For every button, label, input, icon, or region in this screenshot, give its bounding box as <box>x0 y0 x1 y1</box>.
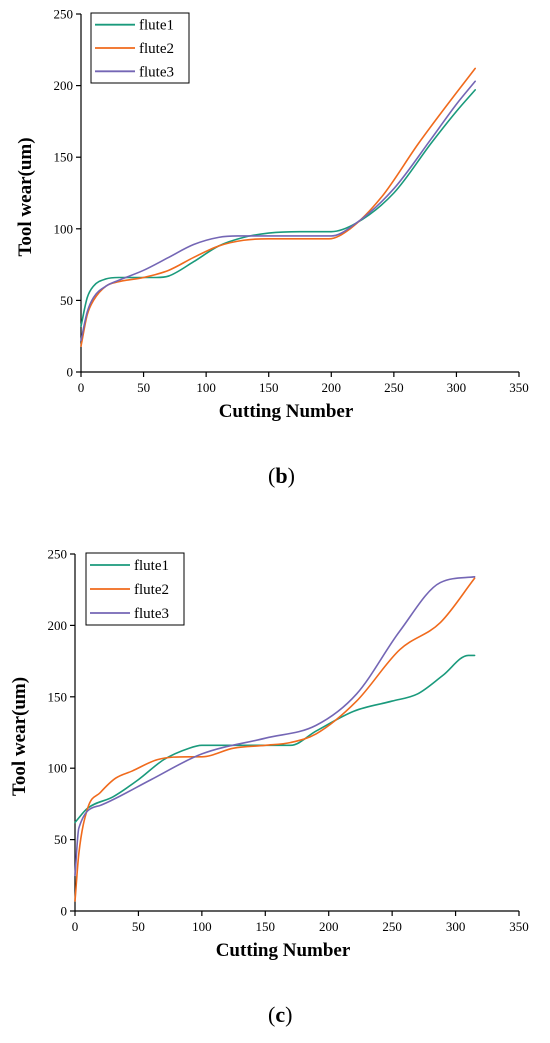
y-tick-label: 200 <box>48 618 68 633</box>
x-tick-label: 0 <box>72 919 79 934</box>
x-tick-label: 300 <box>447 380 467 395</box>
x-tick-label: 100 <box>192 919 212 934</box>
x-tick-label: 350 <box>509 919 529 934</box>
x-tick-label: 200 <box>322 380 342 395</box>
legend-label-flute2: flute2 <box>134 582 169 598</box>
caption-b-open: ( <box>268 463 276 488</box>
y-tick-label: 0 <box>61 904 68 919</box>
legend-label-flute1: flute1 <box>139 18 174 34</box>
y-tick-label: 0 <box>67 365 74 380</box>
x-tick-label: 250 <box>384 380 404 395</box>
series-line-flute2 <box>74 577 476 902</box>
y-tick-label: 50 <box>54 832 67 847</box>
x-tick-label: 150 <box>259 380 279 395</box>
caption-c-open: ( <box>268 1002 276 1027</box>
series-line-flute3 <box>80 80 476 342</box>
x-tick-label: 200 <box>319 919 339 934</box>
y-axis-title: Tool wear(um) <box>9 677 30 796</box>
x-tick-label: 350 <box>509 380 529 395</box>
x-tick-label: 300 <box>446 919 466 934</box>
y-axis-title: Tool wear(um) <box>15 137 36 256</box>
series-line-flute1 <box>74 654 476 824</box>
y-tick-label: 250 <box>48 547 68 562</box>
x-tick-label: 50 <box>132 919 145 934</box>
y-tick-label: 100 <box>48 761 68 776</box>
caption-b-close: ) <box>287 463 295 488</box>
legend: flute1 flute2 flute3 <box>85 552 185 626</box>
x-tick-label: 250 <box>382 919 402 934</box>
series-line-flute1 <box>80 89 476 327</box>
x-tick-label: 50 <box>137 380 150 395</box>
series-line-flute3 <box>74 576 476 877</box>
y-tick-label: 150 <box>54 150 74 165</box>
y-tick-label: 250 <box>54 7 74 22</box>
y-tick-label: 200 <box>54 78 74 93</box>
y-tick-label: 150 <box>48 689 68 704</box>
chart-panel-b: 0 50 100 150 200 250 0 50 100 150 200 250 300 350 Cutt… <box>15 7 529 423</box>
x-axis-title: Cutting Number <box>216 940 351 961</box>
legend-label-flute1: flute1 <box>134 558 169 574</box>
caption-c-letter: c <box>275 1002 286 1027</box>
y-tick-label: 100 <box>54 221 74 236</box>
caption-b: (b) <box>268 463 295 489</box>
chart-panel-c: 0 50 100 150 200 250 0 50 100 150 200 250 300 350 Cutt… <box>9 547 529 962</box>
legend-label-flute3: flute3 <box>139 64 174 80</box>
caption-b-letter: b <box>275 463 288 488</box>
y-tick-label: 50 <box>60 293 73 308</box>
caption-c-close: ) <box>285 1002 293 1027</box>
x-axis-title: Cutting Number <box>219 401 354 422</box>
legend: flute1 flute2 flute3 <box>90 12 190 84</box>
legend-label-flute2: flute2 <box>139 41 174 57</box>
legend-label-flute3: flute3 <box>134 606 169 622</box>
x-tick-label: 150 <box>256 919 276 934</box>
x-tick-label: 0 <box>78 380 85 395</box>
x-tick-label: 100 <box>196 380 216 395</box>
caption-c: (c) <box>268 1002 292 1028</box>
series-line-flute2 <box>80 67 476 348</box>
